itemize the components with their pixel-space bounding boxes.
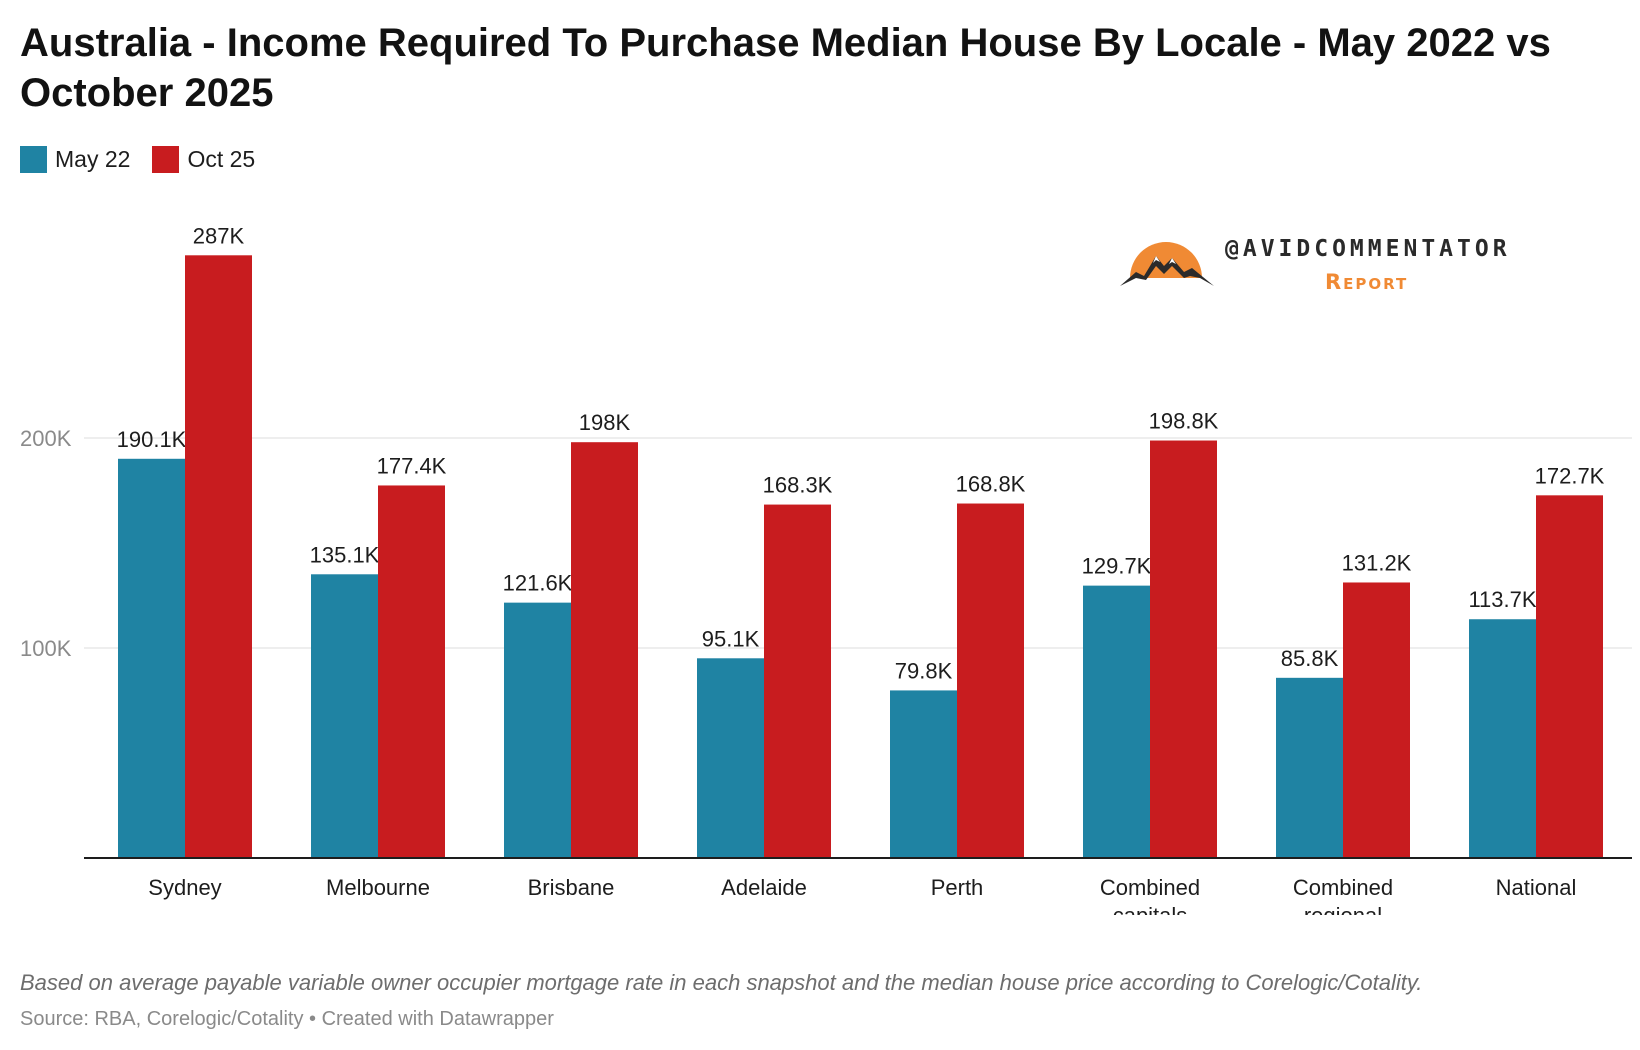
- data-label: 135.1K: [310, 542, 380, 567]
- data-label: 198.8K: [1149, 409, 1219, 434]
- data-label: 190.1K: [117, 427, 187, 452]
- bar-may-22-3: [697, 658, 764, 858]
- bar-may-22-6: [1276, 677, 1343, 858]
- bar-may-22-1: [311, 574, 378, 858]
- bar-may-22-5: [1083, 585, 1150, 858]
- bar-may-22-2: [504, 602, 571, 858]
- y-tick-label: 100K: [20, 636, 72, 661]
- bar-oct-25-4: [957, 503, 1024, 858]
- data-label: 168.3K: [763, 473, 833, 498]
- bar-oct-25-7: [1536, 495, 1603, 858]
- x-tick-label: Adelaide: [721, 875, 807, 900]
- data-label: 95.1K: [702, 626, 760, 651]
- data-label: 131.2K: [1342, 550, 1412, 575]
- bar-may-22-7: [1469, 619, 1536, 858]
- bar-oct-25-2: [571, 442, 638, 858]
- bar-oct-25-0: [185, 255, 252, 859]
- data-label: 129.7K: [1082, 554, 1152, 579]
- data-label: 85.8K: [1281, 646, 1339, 671]
- bar-oct-25-6: [1343, 582, 1410, 858]
- data-label: 177.4K: [377, 453, 447, 478]
- bar-chart: 100K 200K 190.1K 287K Sydney 135.1K 177.4K Melb…: [20, 223, 1632, 915]
- brand-handle: @AVIDCOMMENTATOR: [1225, 236, 1511, 262]
- x-tick-label: Combined: [1100, 875, 1200, 900]
- bar-may-22-0: [118, 458, 185, 858]
- legend-item-oct-25: Oct 25: [152, 146, 255, 173]
- footnote: Based on average payable variable owner …: [20, 970, 1423, 995]
- bar-may-22-4: [890, 690, 957, 858]
- data-label: 287K: [193, 223, 245, 248]
- x-tick-label: Sydney: [148, 875, 221, 900]
- data-label: 168.8K: [956, 472, 1026, 497]
- x-tick-label: capitals: [1113, 903, 1188, 915]
- data-label: 121.6K: [503, 571, 573, 596]
- brand-logo: @AVIDCOMMENTATOR Report: [1120, 228, 1520, 308]
- x-tick-label: regional: [1304, 903, 1382, 915]
- x-tick-label: Combined: [1293, 875, 1393, 900]
- legend-label-may-22: May 22: [55, 146, 131, 172]
- y-tick-label: 200K: [20, 426, 72, 451]
- data-label: 172.7K: [1535, 463, 1605, 488]
- data-label: 198K: [579, 410, 631, 435]
- x-tick-label: National: [1496, 875, 1577, 900]
- x-tick-label: Perth: [931, 875, 984, 900]
- data-label: 113.7K: [1468, 587, 1536, 612]
- brand-subtitle: Report: [1325, 270, 1409, 294]
- bar-oct-25-3: [764, 504, 831, 858]
- legend: May 22 Oct 25: [20, 146, 255, 173]
- legend-swatch-oct-25: [152, 146, 180, 173]
- legend-swatch-may-22: [20, 146, 47, 173]
- data-label: 79.8K: [895, 658, 953, 683]
- legend-label-oct-25: Oct 25: [187, 146, 256, 172]
- source-line: Source: RBA, Corelogic/Cotality • Create…: [20, 1008, 554, 1030]
- x-tick-label: Melbourne: [326, 875, 430, 900]
- x-tick-label: Brisbane: [528, 875, 615, 900]
- legend-item-may-22: May 22: [20, 146, 130, 173]
- mountain-sun-icon: [1120, 242, 1214, 286]
- bar-oct-25-1: [378, 485, 445, 858]
- chart-title: Australia - Income Required To Purchase …: [20, 21, 1551, 115]
- bar-oct-25-5: [1150, 440, 1217, 858]
